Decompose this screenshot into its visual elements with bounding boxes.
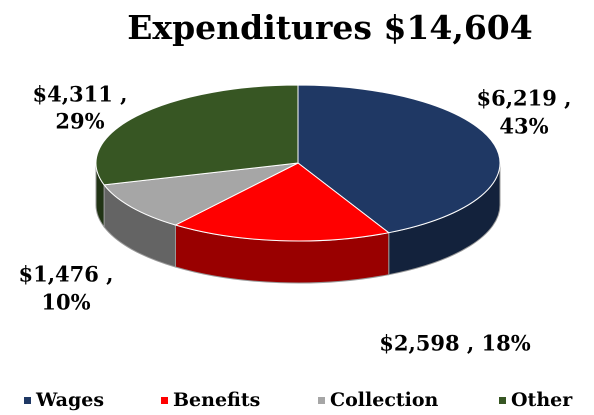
data-label: 43% <box>499 114 548 139</box>
data-label: 29% <box>55 109 104 134</box>
pie-slice <box>297 84 501 234</box>
pie-slice <box>103 162 299 226</box>
legend-label: Benefits <box>173 389 260 411</box>
legend-label: Other <box>511 389 573 411</box>
pie-slice <box>174 162 390 242</box>
data-label: $2,598 , 18% <box>379 331 531 356</box>
data-label: $6,219 , <box>477 86 572 111</box>
pie-slice <box>95 84 299 186</box>
legend-swatch <box>161 397 168 404</box>
legend-swatch <box>24 397 31 404</box>
legend-label: Wages <box>35 389 104 411</box>
legend-swatch <box>318 397 325 404</box>
data-label: $4,311 , <box>33 82 128 107</box>
data-label: $1,476 , <box>19 262 114 287</box>
legend-swatch <box>499 397 506 404</box>
data-label: 10% <box>41 290 90 315</box>
chart-title: Expenditures $14,604 <box>127 8 532 47</box>
legend-label: Collection <box>330 389 439 411</box>
